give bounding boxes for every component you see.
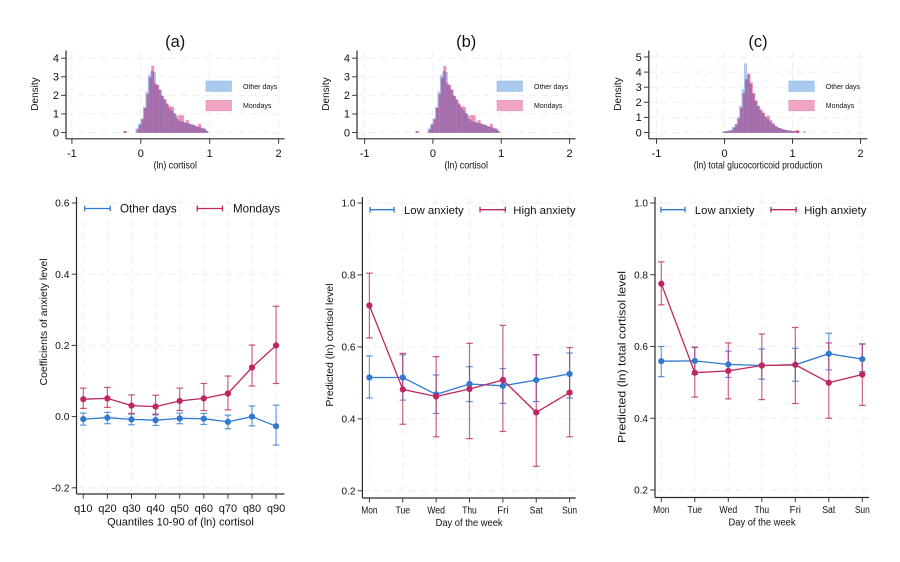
svg-text:Low anxiety: Low anxiety [695, 205, 755, 217]
svg-text:High anxiety: High anxiety [513, 205, 576, 217]
svg-text:(a): (a) [165, 33, 185, 51]
svg-text:q30: q30 [122, 503, 140, 515]
svg-text:5: 5 [636, 52, 642, 64]
svg-text:0: 0 [344, 127, 350, 139]
svg-text:Other days: Other days [243, 84, 278, 91]
svg-text:2: 2 [567, 148, 573, 160]
svg-text:-1: -1 [67, 148, 77, 160]
svg-text:2: 2 [344, 90, 350, 102]
svg-text:Mon: Mon [361, 506, 377, 517]
svg-text:0.2: 0.2 [634, 486, 648, 497]
svg-text:Fri: Fri [790, 505, 801, 516]
svg-text:0.4: 0.4 [634, 414, 648, 425]
svg-text:0.4: 0.4 [341, 415, 355, 426]
svg-text:1: 1 [53, 109, 59, 121]
svg-text:Mondays: Mondays [233, 203, 280, 216]
svg-text:Mondays: Mondays [534, 103, 563, 110]
svg-text:Density: Density [321, 77, 332, 110]
svg-text:Predicted (ln) cortisol level: Predicted (ln) cortisol level [324, 283, 336, 406]
svg-text:Mon: Mon [653, 505, 669, 516]
svg-text:1.0: 1.0 [634, 199, 648, 210]
svg-text:0.2: 0.2 [341, 486, 355, 497]
svg-text:2: 2 [276, 148, 282, 160]
svg-text:1: 1 [207, 148, 213, 160]
svg-text:0: 0 [636, 127, 642, 139]
svg-text:0.8: 0.8 [341, 271, 355, 282]
svg-text:q80: q80 [243, 503, 261, 515]
svg-text:Other days: Other days [120, 203, 177, 216]
svg-text:Fri: Fri [497, 506, 508, 517]
svg-text:-1: -1 [652, 148, 662, 160]
svg-text:-0.2: -0.2 [52, 483, 70, 494]
svg-text:q70: q70 [219, 503, 237, 515]
svg-text:(ln) total glucocorticoid prod: (ln) total glucocorticoid production [694, 161, 823, 172]
svg-text:q20: q20 [98, 503, 116, 515]
svg-text:1: 1 [636, 112, 642, 124]
svg-text:Other days: Other days [534, 84, 569, 91]
svg-text:Predicted (ln) total cortisol: Predicted (ln) total cortisol level [617, 271, 629, 443]
svg-text:2: 2 [857, 148, 863, 160]
svg-text:q40: q40 [146, 503, 164, 515]
svg-text:1.0: 1.0 [341, 199, 355, 210]
svg-text:3: 3 [53, 72, 59, 84]
svg-text:Density: Density [613, 77, 624, 110]
svg-text:0.6: 0.6 [634, 342, 648, 353]
svg-text:Tue: Tue [688, 505, 703, 516]
svg-text:0.4: 0.4 [55, 270, 70, 281]
svg-text:4: 4 [636, 67, 642, 79]
svg-text:(b): (b) [456, 33, 476, 51]
svg-text:Thu: Thu [755, 505, 770, 516]
svg-text:Low anxiety: Low anxiety [404, 205, 464, 217]
svg-text:q90: q90 [267, 503, 285, 515]
svg-text:0.0: 0.0 [55, 412, 70, 423]
svg-text:High anxiety: High anxiety [804, 205, 867, 217]
svg-text:Other days: Other days [826, 84, 861, 91]
svg-text:0: 0 [721, 148, 727, 160]
svg-text:0.6: 0.6 [55, 199, 70, 210]
svg-text:3: 3 [636, 82, 642, 94]
svg-text:(c): (c) [748, 33, 767, 51]
svg-text:Sun: Sun [562, 506, 577, 517]
svg-text:(ln) cortisol: (ln) cortisol [153, 161, 197, 172]
svg-text:Day of the week: Day of the week [436, 517, 504, 529]
svg-text:0.8: 0.8 [634, 270, 648, 281]
svg-text:2: 2 [53, 90, 59, 102]
svg-text:1: 1 [344, 109, 350, 121]
svg-text:Mondays: Mondays [243, 103, 272, 110]
svg-text:2: 2 [636, 97, 642, 109]
svg-text:Wed: Wed [719, 505, 737, 516]
svg-text:Sat: Sat [530, 506, 543, 517]
svg-text:Density: Density [30, 77, 41, 110]
svg-text:Day of the week: Day of the week [729, 517, 797, 529]
svg-text:4: 4 [53, 53, 59, 65]
svg-text:Sun: Sun [855, 505, 870, 516]
svg-text:Wed: Wed [427, 506, 445, 517]
svg-text:0.6: 0.6 [341, 343, 355, 354]
svg-text:Mondays: Mondays [826, 103, 855, 110]
svg-text:1: 1 [498, 148, 504, 160]
svg-text:0: 0 [430, 148, 436, 160]
svg-text:Sat: Sat [822, 505, 835, 516]
svg-text:Tue: Tue [396, 506, 411, 517]
svg-text:4: 4 [344, 53, 350, 65]
svg-text:(ln) cortisol: (ln) cortisol [444, 161, 488, 172]
svg-text:q50: q50 [171, 503, 189, 515]
svg-text:0.2: 0.2 [55, 341, 70, 352]
svg-text:-1: -1 [360, 148, 370, 160]
svg-text:Quantiles 10-90 of (ln) cortis: Quantiles 10-90 of (ln) cortisol [107, 516, 254, 528]
svg-text:0: 0 [53, 127, 59, 139]
svg-text:0: 0 [138, 148, 144, 160]
svg-text:q60: q60 [195, 503, 213, 515]
svg-text:3: 3 [344, 72, 350, 84]
svg-text:Coefficients of anxiety level: Coefficients of anxiety level [38, 258, 50, 385]
svg-text:Thu: Thu [462, 506, 477, 517]
svg-text:1: 1 [789, 148, 795, 160]
svg-text:q10: q10 [74, 503, 92, 515]
